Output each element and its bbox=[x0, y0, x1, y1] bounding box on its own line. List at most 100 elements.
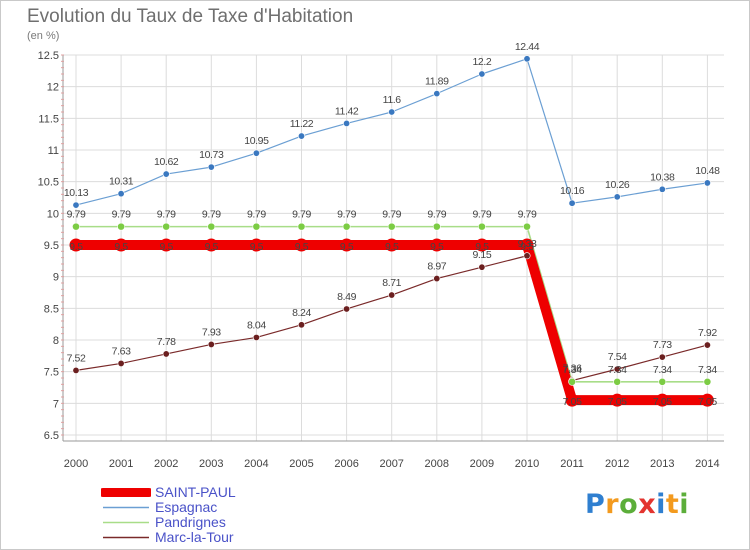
data-label-marc-la-tour: 7.54 bbox=[608, 351, 627, 363]
data-point-marc-la-tour bbox=[703, 341, 711, 349]
data-label-espagnac: 10.73 bbox=[199, 149, 224, 161]
x-tick-label: 2012 bbox=[605, 458, 629, 470]
data-point-saint-paul bbox=[295, 238, 308, 252]
data-point-espagnac bbox=[117, 190, 125, 198]
data-point-saint-paul bbox=[114, 238, 128, 252]
data-label-marc-la-tour: 7.73 bbox=[653, 339, 672, 351]
y-tick-label: 12 bbox=[47, 82, 59, 94]
data-label-espagnac: 11.42 bbox=[335, 105, 359, 117]
data-point-marc-la-tour bbox=[343, 305, 351, 313]
data-label-marc-la-tour: 8.49 bbox=[337, 291, 356, 303]
data-label-espagnac: 11.22 bbox=[290, 118, 314, 130]
y-tick-label: 9 bbox=[53, 272, 59, 284]
y-tick-label: 11.5 bbox=[38, 113, 59, 125]
x-tick-label: 2000 bbox=[64, 458, 88, 470]
data-point-pandrignes bbox=[568, 377, 576, 386]
data-label-espagnac: 10.16 bbox=[560, 185, 585, 197]
logo-letter: i bbox=[656, 489, 666, 520]
data-label-marc-la-tour: 8.04 bbox=[247, 319, 266, 331]
legend-swatch-marc-la-tour bbox=[103, 536, 149, 539]
data-point-espagnac bbox=[568, 199, 576, 207]
data-label-saint-paul: 9.5 bbox=[295, 241, 309, 253]
data-point-marc-la-tour bbox=[252, 333, 260, 341]
data-label-espagnac: 10.95 bbox=[244, 135, 269, 147]
data-label-pandrignes: 9.79 bbox=[337, 209, 356, 221]
legend-swatch-saint-paul bbox=[101, 488, 151, 497]
x-tick-label: 2011 bbox=[560, 458, 584, 470]
data-point-marc-la-tour bbox=[613, 365, 621, 373]
data-label-pandrignes: 9.79 bbox=[67, 209, 86, 221]
data-label-saint-paul: 9.5 bbox=[340, 241, 354, 253]
data-label-pandrignes: 9.79 bbox=[518, 209, 537, 221]
data-point-pandrignes bbox=[72, 222, 80, 231]
data-label-saint-paul: 7.05 bbox=[698, 396, 717, 408]
legend-item-espagnac: Espagnac bbox=[101, 500, 236, 515]
data-label-marc-la-tour: 8.24 bbox=[292, 307, 311, 319]
data-point-saint-paul bbox=[69, 238, 83, 252]
data-label-pandrignes: 9.79 bbox=[292, 209, 311, 221]
y-tick-label: 11 bbox=[48, 145, 59, 157]
x-tick-label: 2007 bbox=[379, 458, 403, 470]
data-point-saint-paul bbox=[655, 393, 669, 407]
data-label-espagnac: 11.6 bbox=[383, 94, 402, 106]
data-label-pandrignes: 9.79 bbox=[427, 209, 446, 221]
x-tick-label: 2003 bbox=[199, 458, 223, 470]
y-tick-label: 7.5 bbox=[44, 367, 59, 379]
chart-title: Evolution du Taux de Taxe d'Habitation bbox=[27, 6, 354, 27]
y-tick-label: 8 bbox=[53, 335, 59, 347]
data-label-pandrignes: 9.79 bbox=[112, 209, 131, 221]
data-label-pandrignes: 7.34 bbox=[563, 364, 582, 376]
data-label-espagnac: 10.48 bbox=[695, 165, 720, 177]
y-tick-label: 10 bbox=[47, 208, 59, 220]
data-point-pandrignes bbox=[523, 222, 531, 231]
data-label-marc-la-tour: 8.71 bbox=[382, 277, 401, 289]
legend: SAINT-PAUL Espagnac Pandrignes Marc-la-T… bbox=[101, 485, 236, 545]
data-label-espagnac: 10.31 bbox=[109, 176, 134, 188]
legend-label: Espagnac bbox=[155, 499, 218, 515]
x-tick-label: 2014 bbox=[695, 458, 719, 470]
data-point-saint-paul bbox=[249, 238, 263, 252]
legend-item-saint-paul: SAINT-PAUL bbox=[101, 485, 236, 500]
data-label-marc-la-tour: 7.93 bbox=[202, 326, 221, 338]
data-label-pandrignes: 9.79 bbox=[247, 209, 266, 221]
data-label-espagnac: 12.44 bbox=[515, 41, 540, 53]
data-point-espagnac bbox=[388, 108, 396, 116]
data-point-saint-paul bbox=[159, 238, 173, 252]
y-tick-label: 6.5 bbox=[44, 430, 59, 442]
x-tick-label: 2013 bbox=[650, 458, 674, 470]
data-label-saint-paul: 9.5 bbox=[385, 241, 399, 253]
data-label-marc-la-tour: 7.78 bbox=[157, 336, 176, 348]
data-point-espagnac bbox=[478, 70, 486, 78]
data-point-saint-paul bbox=[204, 238, 218, 252]
x-tick-label: 2005 bbox=[289, 458, 313, 470]
data-label-pandrignes: 9.79 bbox=[472, 209, 491, 221]
data-point-espagnac bbox=[523, 55, 531, 63]
x-tick-label: 2010 bbox=[515, 458, 539, 470]
data-point-pandrignes bbox=[252, 222, 261, 231]
logo-letter: x bbox=[638, 489, 657, 520]
data-point-espagnac bbox=[613, 193, 621, 201]
chart-unit: (en %) bbox=[27, 30, 60, 42]
logo-letter: P bbox=[585, 489, 606, 520]
data-label-saint-paul: 9.5 bbox=[114, 241, 128, 253]
data-point-pandrignes bbox=[387, 222, 396, 231]
y-tick-label: 9.5 bbox=[44, 240, 59, 252]
data-point-espagnac bbox=[297, 132, 305, 140]
data-label-saint-paul: 9.5 bbox=[520, 241, 534, 253]
data-label-espagnac: 10.13 bbox=[64, 187, 89, 199]
data-point-espagnac bbox=[343, 119, 351, 127]
logo-letter: r bbox=[605, 489, 620, 520]
data-point-espagnac bbox=[703, 179, 711, 187]
legend-label: Pandrignes bbox=[155, 514, 226, 530]
y-tick-label: 7 bbox=[53, 398, 59, 410]
x-tick-label: 2004 bbox=[244, 458, 268, 470]
data-point-pandrignes bbox=[658, 377, 667, 386]
data-label-saint-paul: 7.05 bbox=[563, 396, 582, 408]
proxiti-logo: Proxiti bbox=[585, 489, 689, 520]
data-label-pandrignes: 7.34 bbox=[698, 364, 717, 376]
data-point-marc-la-tour bbox=[658, 353, 666, 361]
data-point-saint-paul bbox=[700, 393, 714, 407]
data-label-saint-paul: 9.5 bbox=[159, 241, 173, 253]
